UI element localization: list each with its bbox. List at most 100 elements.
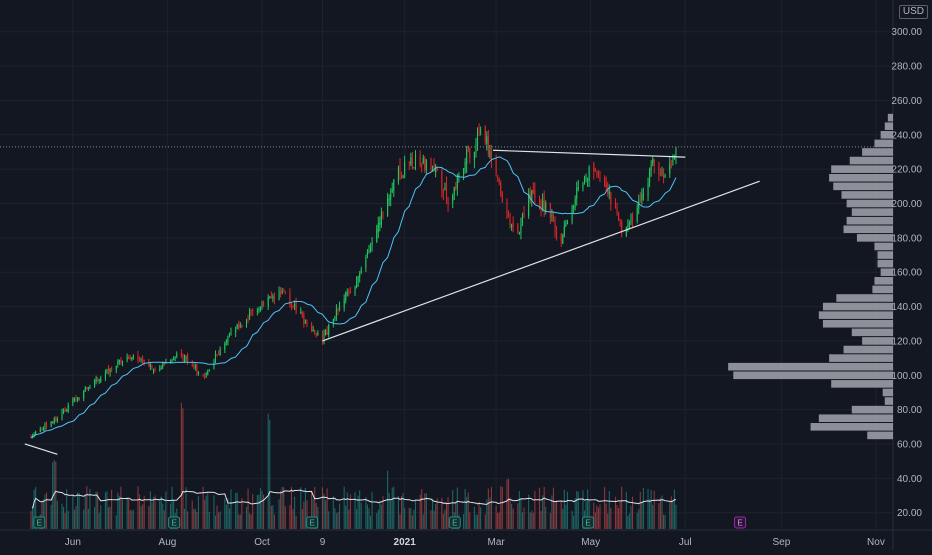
volume-bar xyxy=(185,487,187,529)
volume-profile-bar xyxy=(846,216,893,225)
time-tick-label: Mar xyxy=(487,537,505,548)
volume-bar xyxy=(577,491,579,529)
candle-body xyxy=(107,368,110,373)
volume-bar xyxy=(673,489,675,529)
candle-body xyxy=(303,315,305,325)
volume-bar xyxy=(631,496,634,529)
volume-bar xyxy=(574,498,576,529)
volume-bar xyxy=(368,508,370,529)
earnings-marker-label: E xyxy=(171,519,176,528)
volume-bar xyxy=(444,509,446,529)
volume-bar xyxy=(194,508,196,529)
volume-bar xyxy=(235,493,237,529)
candle-body xyxy=(317,333,319,336)
volume-bar xyxy=(325,500,327,529)
volume-bar xyxy=(281,486,283,529)
candle-body xyxy=(261,303,263,309)
volume-bar xyxy=(202,486,204,529)
candle-body xyxy=(160,368,162,370)
candle-body xyxy=(511,224,513,228)
volume-profile-bar xyxy=(880,131,893,139)
candle-body xyxy=(204,374,206,376)
volume-bar xyxy=(650,490,652,529)
candle-body xyxy=(138,359,141,361)
volume-bar xyxy=(44,494,46,529)
volume-bar xyxy=(410,508,412,529)
volume-bar xyxy=(424,493,426,529)
volume-bar xyxy=(452,490,454,529)
candle-body xyxy=(545,202,547,212)
volume-bar xyxy=(456,487,458,529)
candle-body xyxy=(301,312,303,316)
volume-bar xyxy=(607,513,609,529)
price-tick-label: 100.00 xyxy=(891,371,922,382)
volume-bar xyxy=(506,479,508,529)
volume-bar xyxy=(87,508,89,529)
candle-body xyxy=(672,160,674,162)
candle-body xyxy=(106,369,108,374)
candle-body xyxy=(225,341,227,343)
candle-body xyxy=(205,373,207,375)
candle-body xyxy=(421,164,423,166)
volume-bar xyxy=(261,490,263,529)
volume-bar xyxy=(117,492,119,529)
earnings-marker xyxy=(306,516,319,529)
candle-body xyxy=(284,291,286,294)
volume-bar xyxy=(540,511,542,529)
candle-body xyxy=(638,201,640,209)
candle-body xyxy=(162,362,164,368)
candle-body xyxy=(495,158,497,174)
volume-bar xyxy=(148,506,150,529)
candle-body xyxy=(365,257,367,268)
volume-bar xyxy=(118,495,120,529)
volume-bar xyxy=(391,487,393,529)
volume-bar xyxy=(652,504,654,529)
volume-bar xyxy=(520,499,522,529)
candle-body xyxy=(163,362,165,365)
candle-body xyxy=(452,196,454,203)
volume-bar xyxy=(621,486,623,529)
candle-body xyxy=(30,435,32,438)
volume-bar xyxy=(42,499,44,529)
candle-body xyxy=(456,174,458,188)
volume-bar xyxy=(50,504,52,529)
volume-bar xyxy=(227,498,229,529)
price-tick-label: 80.00 xyxy=(897,405,922,416)
volume-bar xyxy=(588,499,590,529)
volume-bar xyxy=(120,486,122,529)
volume-bar xyxy=(517,503,519,529)
price-tick-label: 280.00 xyxy=(891,62,922,73)
volume-bar xyxy=(138,494,141,529)
candle-body xyxy=(263,302,265,306)
volume-bar xyxy=(159,501,161,529)
candle-body xyxy=(193,365,195,367)
volume-profile-bar xyxy=(874,139,893,148)
candle-body xyxy=(230,331,232,335)
candle-body xyxy=(218,353,220,355)
volume-bar xyxy=(219,511,221,529)
volume-bar xyxy=(463,514,465,529)
volume-bar xyxy=(432,498,434,529)
time-tick-label: 2021 xyxy=(394,537,417,548)
candle-body xyxy=(432,166,434,168)
volume-bar xyxy=(357,495,359,529)
candle-body xyxy=(529,191,531,202)
volume-bar xyxy=(314,487,316,529)
volume-bar xyxy=(616,505,618,529)
candle-body xyxy=(250,309,252,311)
currency-badge[interactable]: USD xyxy=(898,5,928,19)
candle-body xyxy=(411,157,413,170)
candle-body xyxy=(619,218,621,220)
volume-bar xyxy=(538,487,541,529)
candle-body xyxy=(497,176,499,178)
candle-body xyxy=(115,365,117,370)
volume-bars xyxy=(30,402,677,529)
candle-body xyxy=(507,216,510,218)
volume-bar xyxy=(334,508,336,529)
volume-bar xyxy=(66,489,68,529)
volume-profile-bar xyxy=(887,113,893,122)
time-tick-label: Sep xyxy=(772,537,790,548)
volume-bar xyxy=(627,515,629,529)
